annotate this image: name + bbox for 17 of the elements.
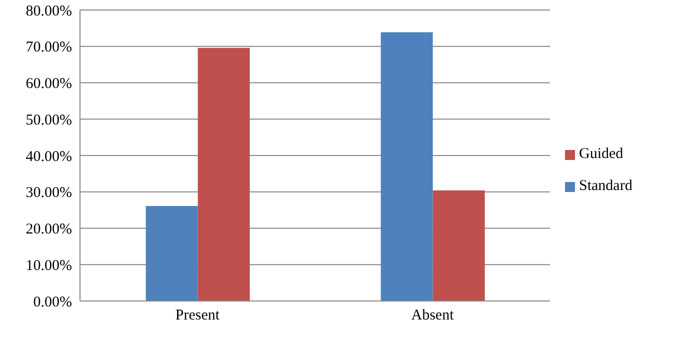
y-tick-label: 10.00% <box>26 258 72 274</box>
y-tick-label: 60.00% <box>26 76 72 92</box>
bar <box>198 48 250 301</box>
legend-label: Guided <box>579 146 624 162</box>
y-tick-label: 30.00% <box>26 185 72 202</box>
y-tick-label: 70.00% <box>26 40 72 56</box>
y-tick-label: 40.00% <box>26 148 72 165</box>
bar <box>380 32 433 301</box>
y-tick-label: 50.00% <box>26 112 72 128</box>
x-tick-label: Absent <box>411 308 455 324</box>
legend-label: Standard <box>579 178 632 194</box>
y-tick-label: 80.00% <box>26 3 72 20</box>
y-tick-label: 0.00% <box>33 294 72 310</box>
x-tick-label: Present <box>175 308 220 324</box>
y-tick-label: 20.00% <box>26 222 72 238</box>
bar <box>432 190 485 301</box>
bar <box>146 206 198 301</box>
